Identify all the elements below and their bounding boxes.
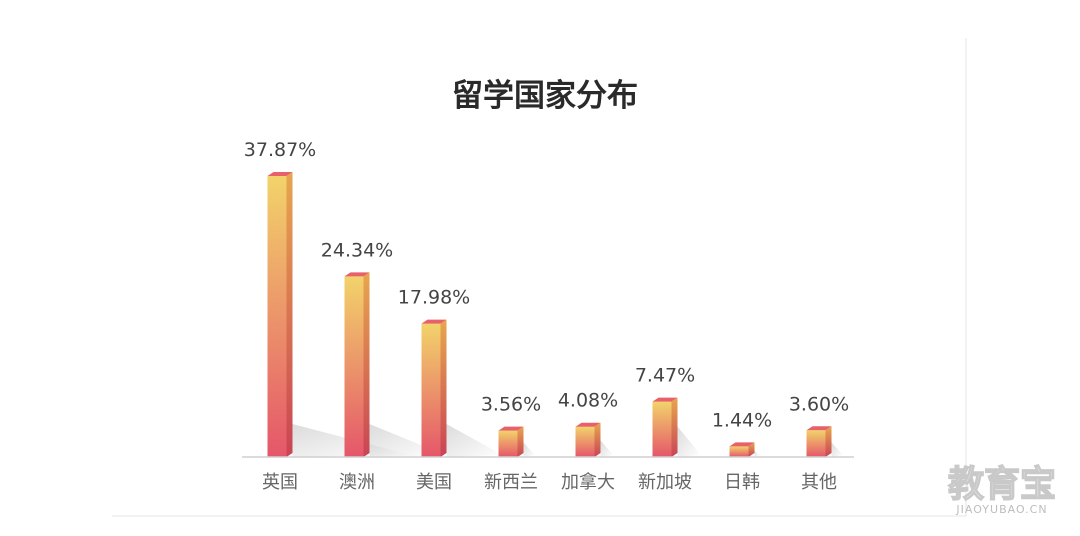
value-labels-group: 37.87% 24.34% 17.98% 3.56% 4.08% 7.47% 1.44% 3.… (244, 139, 849, 431)
bar-front (806, 430, 826, 457)
bar-front (652, 401, 672, 457)
watermark: 教育宝 JIAOYUBAO.CN (947, 463, 1056, 516)
bar-front (421, 323, 441, 457)
bar-side (286, 172, 293, 457)
value-label: 3.60% (789, 393, 849, 415)
bar-top (498, 426, 524, 431)
bar (421, 319, 447, 457)
bar (267, 172, 293, 457)
bar-top (267, 172, 293, 176)
value-label: 37.87% (244, 139, 316, 161)
x-tick-label: 新西兰 (484, 472, 538, 493)
bar-side (440, 319, 447, 457)
value-label: 7.47% (635, 365, 695, 387)
value-label: 17.98% (398, 287, 470, 309)
bar (575, 422, 601, 457)
bar-shadow (754, 451, 759, 457)
bars-group (267, 172, 832, 457)
bar-side (748, 442, 755, 457)
value-label: 3.56% (481, 394, 541, 416)
x-tick-label: 英国 (262, 472, 298, 493)
bar-shadow (677, 426, 701, 457)
x-tick-label: 新加坡 (638, 472, 692, 493)
bar-top (729, 442, 755, 447)
bar (652, 397, 678, 457)
bar-top (652, 397, 678, 402)
bar (498, 426, 524, 457)
bar (729, 442, 755, 457)
x-tick-label: 美国 (416, 472, 452, 493)
bar-shadow (446, 424, 503, 457)
bar-front (575, 426, 595, 457)
x-tick-label: 日韩 (724, 472, 760, 493)
value-label: 1.44% (712, 409, 772, 431)
x-tick-labels-group: 英国 澳洲 美国 新西兰 加拿大 新加坡 日韩 其他 (262, 471, 837, 493)
bar-side (594, 422, 601, 457)
bar-side (671, 397, 678, 457)
chart-title: 留学国家分布 (452, 78, 638, 114)
value-label: 4.08% (558, 390, 618, 412)
bar-front (267, 176, 287, 457)
x-tick-label: 加拿大 (561, 471, 615, 493)
bar-top (806, 426, 832, 431)
bar-shadow (831, 442, 843, 457)
bar-top (421, 319, 447, 324)
x-tick-label: 其他 (801, 472, 837, 493)
bar-front (498, 430, 518, 457)
bar-side (825, 426, 832, 457)
bar-front (729, 446, 749, 457)
bar-shadow (523, 442, 535, 457)
bar-top (575, 422, 601, 427)
x-tick-label: 澳洲 (339, 472, 375, 493)
watermark-domain: JIAOYUBAO.CN (955, 503, 1047, 516)
bar-front (344, 276, 364, 457)
watermark-brand: 教育宝 (948, 464, 1056, 505)
bar-side (517, 426, 524, 457)
bar-top (344, 272, 370, 277)
bar (344, 272, 370, 457)
bar (806, 426, 832, 457)
bar-side (363, 272, 370, 457)
bar-shadow (600, 440, 614, 457)
value-label: 24.34% (321, 239, 393, 261)
